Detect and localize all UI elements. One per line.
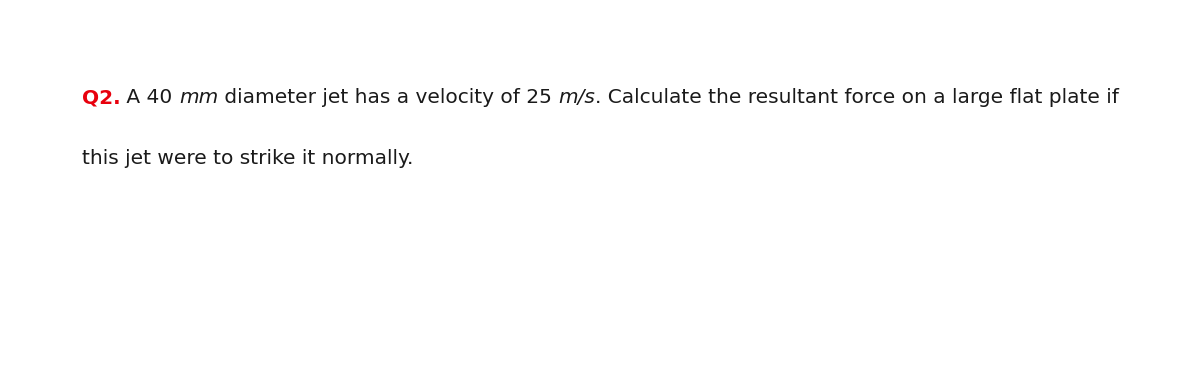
Text: mm: mm (179, 88, 218, 107)
Text: this jet were to strike it normally.: this jet were to strike it normally. (82, 149, 413, 168)
Text: . Calculate the resultant force on a large flat plate if: . Calculate the resultant force on a lar… (595, 88, 1120, 107)
Text: Q2.: Q2. (82, 88, 120, 107)
Text: m/s: m/s (558, 88, 595, 107)
Text: A 40: A 40 (120, 88, 179, 107)
Text: diameter jet has a velocity of 25: diameter jet has a velocity of 25 (218, 88, 558, 107)
